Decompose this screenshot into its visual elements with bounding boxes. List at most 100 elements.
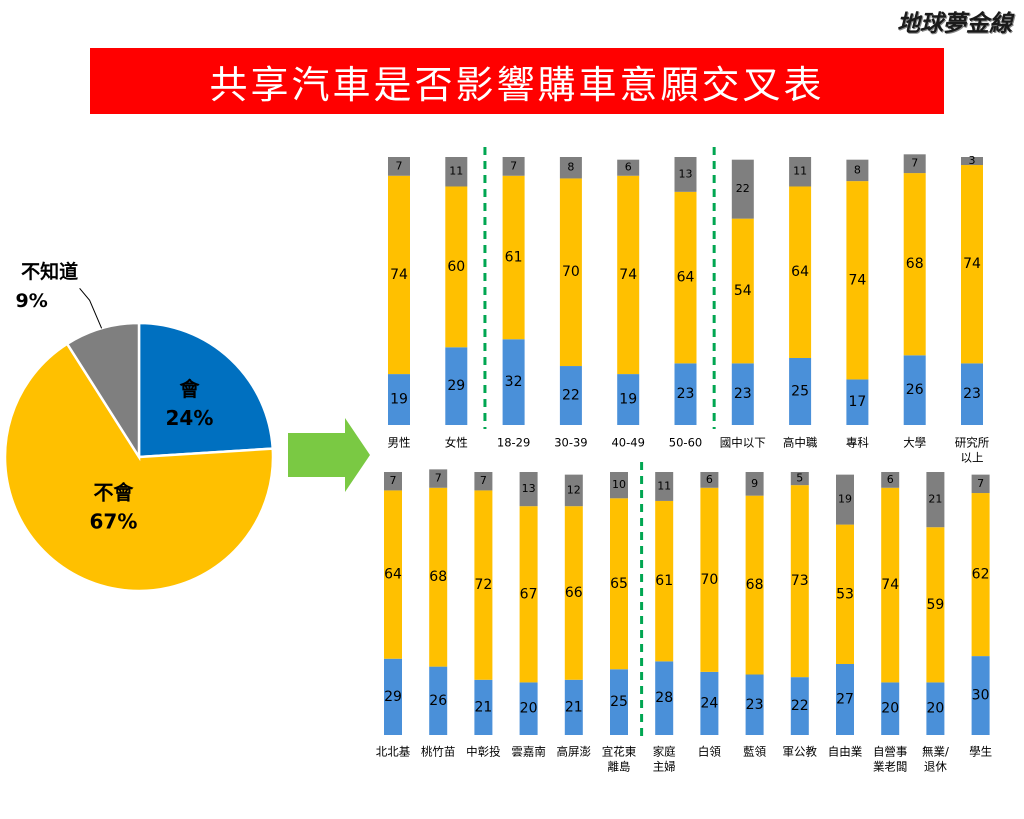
bar-segment xyxy=(789,186,812,358)
bar-segment xyxy=(745,495,764,675)
bar-segment xyxy=(384,490,402,659)
bar-data-label: 53 xyxy=(836,586,854,602)
bar-segment xyxy=(617,374,640,425)
bar-data-label: 5 xyxy=(796,472,803,485)
bar-segment xyxy=(429,666,448,735)
bar-segment xyxy=(474,679,493,735)
bar-segment xyxy=(429,487,448,667)
bar-segment xyxy=(502,339,525,425)
bar-segment xyxy=(655,661,674,735)
bar-data-label: 74 xyxy=(390,267,408,283)
bar-data-label: 13 xyxy=(679,167,693,180)
bar-segment xyxy=(519,472,538,507)
bar-data-label: 10 xyxy=(612,478,626,491)
category-label: 研究所 xyxy=(955,436,990,450)
bar-segment xyxy=(700,472,719,488)
bar-data-label: 6 xyxy=(887,473,894,486)
bar-segment xyxy=(674,191,697,364)
bar-data-label: 29 xyxy=(447,378,465,394)
pie-chart: 會 24% 不會 67% 不知道 9% xyxy=(3,260,275,593)
bar-segment xyxy=(610,498,628,670)
bar-segment xyxy=(731,159,754,219)
bar-data-label: 23 xyxy=(746,697,764,713)
bar-segment xyxy=(674,157,697,192)
bar-data-label: 11 xyxy=(449,165,463,178)
bar-data-label: 27 xyxy=(836,691,854,707)
bar-segment xyxy=(564,679,583,735)
bar-segment xyxy=(502,157,525,176)
bar-data-label: 67 xyxy=(520,586,538,602)
category-label: 高屏澎 xyxy=(557,745,592,759)
category-label: 家庭 xyxy=(653,745,676,759)
arrow-icon xyxy=(288,418,370,492)
bar-segment xyxy=(846,159,869,182)
bar-data-label: 24 xyxy=(700,695,718,711)
category-label: 專科 xyxy=(846,436,869,450)
bar-segment xyxy=(474,490,493,680)
category-label: 大學 xyxy=(903,436,926,450)
bar-segment xyxy=(388,175,410,375)
bar-segment xyxy=(519,506,538,683)
category-label: 藍領 xyxy=(743,745,766,759)
bar-segment xyxy=(836,524,854,664)
category-label: 30-39 xyxy=(554,436,587,450)
category-label: 高中職 xyxy=(783,436,818,450)
bar-segment xyxy=(474,472,493,491)
bar-data-label: 59 xyxy=(926,597,944,613)
pie-value-label: 9% xyxy=(15,290,47,312)
arrow-shape xyxy=(288,418,370,492)
bar-segment xyxy=(384,658,402,735)
category-label: 無業/ xyxy=(922,745,949,759)
bar-segment xyxy=(961,363,983,425)
bar-segment xyxy=(836,663,854,735)
category-label: 自由業 xyxy=(828,745,863,759)
bar-data-label: 66 xyxy=(565,585,583,601)
bar-data-label: 29 xyxy=(384,689,402,705)
category-label: 軍公教 xyxy=(783,745,818,759)
bar-segment xyxy=(564,506,583,680)
bar-data-label: 7 xyxy=(390,474,397,487)
pie-value-label: 24% xyxy=(166,406,214,430)
category-label: 以上 xyxy=(961,451,984,465)
bar-segment xyxy=(836,474,854,525)
category-label: 雲嘉南 xyxy=(511,745,546,759)
bar-segment xyxy=(445,157,468,187)
pie-label: 不知道 xyxy=(21,260,78,283)
category-label: 女性 xyxy=(445,436,468,450)
bar-segment xyxy=(559,366,582,425)
bar-segment xyxy=(926,682,945,735)
bar-data-label: 74 xyxy=(848,272,866,288)
bar-segment xyxy=(790,472,809,486)
bar-segment xyxy=(384,472,402,491)
title-banner: 共享汽車是否影響購車意願交叉表 xyxy=(90,48,944,114)
bar-segment xyxy=(559,157,582,179)
bar-data-label: 62 xyxy=(972,567,990,583)
category-label: 主婦 xyxy=(653,760,676,774)
bar-data-label: 20 xyxy=(881,701,899,717)
bar-segment xyxy=(790,677,809,735)
bar-data-label: 8 xyxy=(567,161,574,174)
stacked-bar-chart-bottom: 29647北北基26687桃竹苗21727中彰投206713雲嘉南216612高… xyxy=(376,462,992,774)
bar-data-label: 68 xyxy=(746,577,764,593)
bar-segment xyxy=(700,671,719,735)
bar-segment xyxy=(961,165,983,364)
bar-data-label: 23 xyxy=(677,386,695,402)
bar-segment xyxy=(388,157,410,176)
bar-segment xyxy=(559,178,582,367)
bar-segment xyxy=(881,682,900,735)
bar-data-label: 11 xyxy=(793,165,807,178)
bar-data-label: 7 xyxy=(480,474,487,487)
bar-segment xyxy=(564,474,583,507)
bar-segment xyxy=(926,527,945,683)
category-label: 男性 xyxy=(388,436,411,450)
bar-segment xyxy=(445,186,468,348)
pie-label: 會 xyxy=(179,377,200,401)
category-label: 40-49 xyxy=(611,436,644,450)
bar-segment xyxy=(971,493,990,657)
bar-data-label: 17 xyxy=(848,394,866,410)
bar-segment xyxy=(789,157,812,187)
bar-data-label: 64 xyxy=(677,270,695,286)
bar-data-label: 12 xyxy=(567,483,581,496)
bar-data-label: 54 xyxy=(734,283,752,299)
bar-data-label: 19 xyxy=(390,392,408,408)
